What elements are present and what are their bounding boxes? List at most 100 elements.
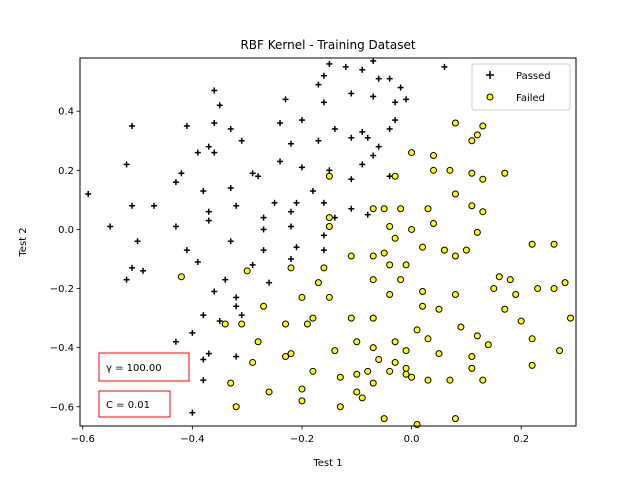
point-passed: [392, 99, 399, 106]
y-axis-label: Test 2: [18, 227, 29, 257]
point-failed: [479, 208, 487, 216]
point-passed: [211, 120, 218, 127]
point-passed: [211, 288, 218, 295]
point-failed: [369, 252, 377, 260]
point-passed: [205, 208, 212, 215]
point-failed: [550, 285, 558, 293]
point-failed: [419, 302, 427, 310]
point-failed: [353, 388, 361, 396]
point-passed: [172, 179, 179, 186]
point-failed: [298, 293, 306, 301]
point-passed: [227, 125, 234, 132]
point-failed: [528, 335, 536, 343]
point-failed: [391, 172, 399, 180]
point-failed: [567, 314, 575, 322]
point-passed: [298, 164, 305, 171]
point-failed: [320, 264, 328, 272]
point-passed: [277, 120, 284, 127]
point-failed: [462, 246, 470, 254]
point-failed: [386, 222, 394, 230]
plot-area: [79, 57, 577, 427]
point-failed: [534, 285, 542, 293]
y-tick-label: 0.2: [58, 166, 74, 177]
point-passed: [441, 63, 448, 70]
x-axis-label: Test 1: [312, 458, 342, 469]
annotation-c: C = 0.01: [98, 390, 171, 418]
points-layer: [85, 57, 575, 429]
point-failed: [375, 355, 383, 363]
point-failed: [419, 243, 427, 251]
point-passed: [370, 93, 377, 100]
point-failed: [435, 350, 443, 358]
point-failed: [479, 376, 487, 384]
point-passed: [271, 199, 278, 206]
legend-passed-label: Passed: [516, 71, 551, 82]
annotation-gamma: γ = 100.00: [98, 352, 190, 382]
point-failed: [369, 276, 377, 284]
point-passed: [282, 96, 289, 103]
point-failed: [369, 344, 377, 352]
point-failed: [353, 338, 361, 346]
point-failed: [517, 317, 525, 325]
point-failed: [265, 388, 273, 396]
legend: Passed Failed: [471, 63, 571, 111]
point-passed: [403, 96, 410, 103]
point-failed: [325, 172, 333, 180]
point-passed: [194, 258, 201, 265]
x-tick-label: −0.6: [71, 434, 95, 445]
point-failed: [468, 169, 476, 177]
point-failed: [380, 415, 388, 423]
point-failed: [402, 364, 410, 372]
axes-layer: −0.6 −0.4 −0.2 0.0 0.2 −0.6 −0.4 −0.2 0.0 0.2 0.4: [50, 107, 529, 445]
point-failed: [561, 279, 569, 287]
point-passed: [216, 318, 223, 325]
point-failed: [358, 394, 366, 402]
point-failed: [380, 205, 388, 213]
point-passed: [211, 87, 218, 94]
point-passed: [233, 353, 240, 360]
point-passed: [298, 117, 305, 124]
point-failed: [512, 290, 520, 298]
x-tick-label: −0.2: [290, 434, 314, 445]
point-passed: [227, 185, 234, 192]
point-failed: [408, 225, 416, 233]
point-passed: [370, 57, 377, 64]
point-passed: [189, 329, 196, 336]
point-failed: [303, 320, 311, 328]
legend-box: [471, 63, 571, 111]
point-failed: [347, 252, 355, 260]
point-failed: [309, 367, 317, 375]
point-passed: [205, 217, 212, 224]
point-failed: [501, 305, 509, 313]
point-passed: [200, 188, 207, 195]
y-tick-label: −0.4: [50, 343, 74, 354]
point-passed: [222, 276, 229, 283]
point-passed: [320, 99, 327, 106]
point-failed: [325, 214, 333, 222]
point-passed: [134, 238, 141, 245]
point-passed: [183, 247, 190, 254]
point-passed: [288, 255, 295, 262]
point-passed: [178, 170, 185, 177]
point-passed: [364, 134, 371, 141]
point-failed: [386, 367, 394, 375]
point-passed: [249, 170, 256, 177]
point-passed: [216, 102, 223, 109]
point-failed: [391, 234, 399, 242]
point-failed: [451, 290, 459, 298]
point-passed: [320, 199, 327, 206]
point-failed: [479, 175, 487, 183]
point-failed: [468, 202, 476, 210]
legend-failed-marker: [486, 93, 494, 101]
legend-failed-label: Failed: [516, 93, 545, 104]
point-passed: [172, 338, 179, 345]
chart-title: RBF Kernel - Training Dataset: [240, 38, 415, 52]
y-tick-label: −0.6: [50, 402, 74, 413]
point-failed: [369, 379, 377, 387]
point-passed: [348, 134, 355, 141]
point-passed: [233, 303, 240, 310]
point-failed: [364, 367, 372, 375]
point-passed: [140, 267, 147, 274]
annotation-c-box: [98, 390, 171, 418]
